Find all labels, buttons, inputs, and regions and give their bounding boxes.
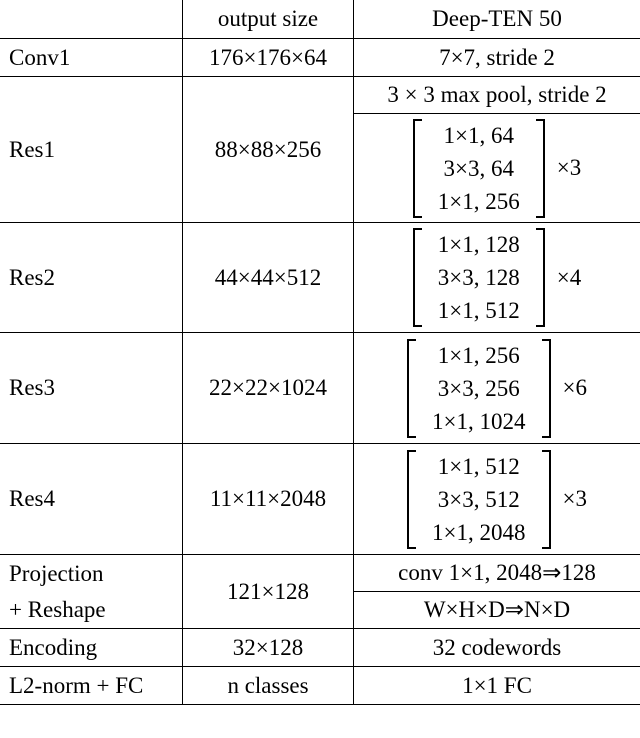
repeat: ×6 <box>562 375 587 400</box>
config-text: conv 1×1, 2048⇒128 <box>398 560 596 585</box>
config-sub: W×H×D⇒N×D <box>354 591 640 628</box>
output-cell: 176×176×64 <box>182 38 353 76</box>
block-sub: 1×1, 128 3×3, 128 1×1, 512 ×4 <box>354 223 640 332</box>
config-text: W×H×D⇒N×D <box>423 597 571 622</box>
layer-name: Encoding <box>9 634 98 660</box>
layer-cell: Res2 <box>0 222 182 332</box>
header-cell: output size <box>182 0 353 38</box>
table-bottom-rule <box>0 704 640 705</box>
repeat: ×4 <box>556 264 582 290</box>
block-sub: 1×1, 512 3×3, 512 1×1, 2048 ×3 <box>354 444 640 554</box>
header-text: Deep-TEN 50 <box>432 6 562 31</box>
layer-name: L2-norm + FC <box>9 672 144 698</box>
block-lines: 1×1, 128 3×3, 128 1×1, 512 <box>422 228 536 327</box>
header-cell: Deep-TEN 50 <box>353 0 640 38</box>
block: 1×1, 64 3×3, 64 1×1, 256 ×3 <box>412 118 582 218</box>
output-size: 88×88×256 <box>214 136 322 162</box>
config-text: 32 codewords <box>432 634 562 660</box>
bracket-left <box>407 338 417 438</box>
output-size: 11×11×2048 <box>209 486 327 511</box>
config-sub: 32 codewords <box>354 629 640 666</box>
block-line: 1×1, 256 <box>437 342 520 368</box>
output-cell: 121×128 <box>182 554 353 628</box>
layer-cell: Res3 <box>0 332 182 443</box>
output-size: 32×128 <box>232 634 304 660</box>
bracket-left <box>407 449 417 549</box>
block-line: 1×1, 512 <box>437 453 520 479</box>
block-lines: 1×1, 64 3×3, 64 1×1, 256 <box>422 119 536 218</box>
block-line: 3×3, 64 <box>443 155 514 181</box>
output-cell: 88×88×256 <box>182 76 353 222</box>
config-cell: 1×1, 128 3×3, 128 1×1, 512 ×4 <box>353 222 640 332</box>
config-cell: 1×1, 512 3×3, 512 1×1, 2048 ×3 <box>353 443 640 554</box>
block-lines: 1×1, 512 3×3, 512 1×1, 2048 <box>416 450 541 549</box>
layer-cell: L2-norm + FC <box>0 666 182 704</box>
layer-name: Res2 <box>9 264 55 290</box>
block-line: 1×1, 2048 <box>432 519 526 545</box>
block-sub: 1×1, 64 3×3, 64 1×1, 256 ×3 <box>354 113 640 222</box>
repeat: ×3 <box>556 155 582 180</box>
layer-cell: Res1 <box>0 76 182 222</box>
config-text: 3 × 3 max pool, stride 2 <box>387 82 607 107</box>
block-line: 1×1, 1024 <box>432 408 526 434</box>
output-cell: n classes <box>182 666 353 704</box>
config-cell: 32 codewords <box>353 628 640 666</box>
layer-name: Res3 <box>9 375 55 400</box>
repeat: ×3 <box>562 486 587 511</box>
output-size: 121×128 <box>227 578 309 604</box>
config-sub: conv 1×1, 2048⇒128 <box>354 555 640 591</box>
layer-cell: Res4 <box>0 443 182 554</box>
layer-cell: Encoding <box>0 628 182 666</box>
layer-cell: Conv1 <box>0 38 182 76</box>
bracket-left <box>412 118 422 218</box>
block-line: 1×1, 128 <box>437 232 520 257</box>
layer-name: + Reshape <box>9 596 106 622</box>
block: 1×1, 128 3×3, 128 1×1, 512 ×4 <box>412 228 582 327</box>
config-sub: 3 × 3 max pool, stride 2 <box>354 77 640 113</box>
config-sub: 1×1 FC <box>354 667 640 704</box>
block-line: 1×1, 512 <box>437 298 520 323</box>
header-text: output size <box>217 6 319 31</box>
config-cell: 3 × 3 max pool, stride 2 1×1, 64 3×3, 64 1×… <box>353 76 640 222</box>
bracket-right <box>541 449 551 549</box>
block-line: 3×3, 256 <box>437 375 520 401</box>
header-cell <box>0 0 182 38</box>
output-cell: 32×128 <box>182 628 353 666</box>
config-sub: 7×7, stride 2 <box>354 39 640 76</box>
output-cell: 22×22×1024 <box>182 332 353 443</box>
layer-name: Res4 <box>9 486 55 511</box>
bracket-right <box>535 118 545 218</box>
config-cell: 7×7, stride 2 <box>353 38 640 76</box>
output-cell: 44×44×512 <box>182 222 353 332</box>
layer-cell: Projection + Reshape <box>0 554 182 628</box>
layer-name: Projection <box>9 560 104 586</box>
block: 1×1, 256 3×3, 256 1×1, 1024 ×6 <box>407 338 587 438</box>
output-size: n classes <box>227 672 309 698</box>
config-text: 7×7, stride 2 <box>439 44 555 70</box>
config-text: 1×1 FC <box>462 672 532 698</box>
config-cell: conv 1×1, 2048⇒128 W×H×D⇒N×D <box>353 554 640 628</box>
bracket-left <box>412 228 422 327</box>
output-size: 176×176×64 <box>209 44 327 70</box>
bracket-right <box>535 228 545 327</box>
output-size: 22×22×1024 <box>209 375 327 400</box>
block-sub: 1×1, 256 3×3, 256 1×1, 1024 ×6 <box>354 333 640 443</box>
block-line: 3×3, 128 <box>437 265 520 290</box>
layer-name: Conv1 <box>9 44 71 70</box>
block: 1×1, 512 3×3, 512 1×1, 2048 ×3 <box>407 449 587 549</box>
bracket-right <box>541 338 551 438</box>
output-size: 44×44×512 <box>214 264 322 290</box>
layer-name: Res1 <box>9 136 55 162</box>
block-line: 3×3, 512 <box>437 486 520 512</box>
block-line: 1×1, 64 <box>443 122 514 148</box>
block-lines: 1×1, 256 3×3, 256 1×1, 1024 <box>416 339 541 438</box>
config-cell: 1×1, 256 3×3, 256 1×1, 1024 ×6 <box>353 332 640 443</box>
block-line: 1×1, 256 <box>437 188 520 214</box>
output-cell: 11×11×2048 <box>182 443 353 554</box>
config-cell: 1×1 FC <box>353 666 640 704</box>
